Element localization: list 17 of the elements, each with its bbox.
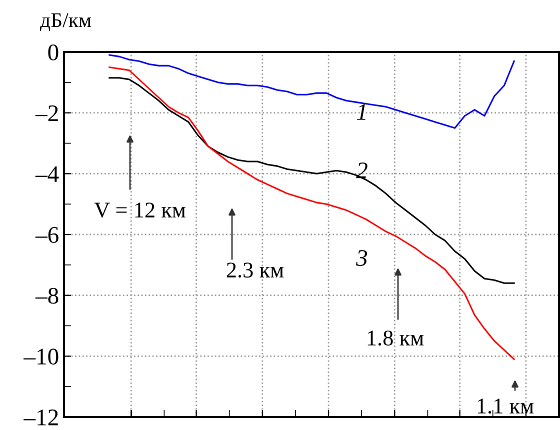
y-tick-label: –10	[24, 348, 58, 365]
line-series	[108, 66, 515, 360]
series-label: 1	[356, 104, 366, 120]
y-tick-label: 0	[48, 44, 58, 60]
y-tick-label: –4	[35, 166, 59, 182]
y-axis-title: дБ/км	[40, 13, 92, 32]
series-label: 3	[356, 250, 368, 266]
line-series	[108, 77, 515, 284]
annotation: 1.1 км	[478, 398, 534, 414]
y-tick-label: –6	[35, 227, 58, 243]
annotation: V = 12 км	[94, 202, 186, 218]
line-series	[108, 54, 515, 129]
annotation: 1.8 км	[368, 330, 424, 346]
y-tick-label: –8	[35, 288, 58, 304]
annotation: 2.3 км	[226, 262, 284, 278]
y-tick-label: –2	[35, 105, 58, 122]
y-tick-label: –12	[24, 410, 58, 426]
